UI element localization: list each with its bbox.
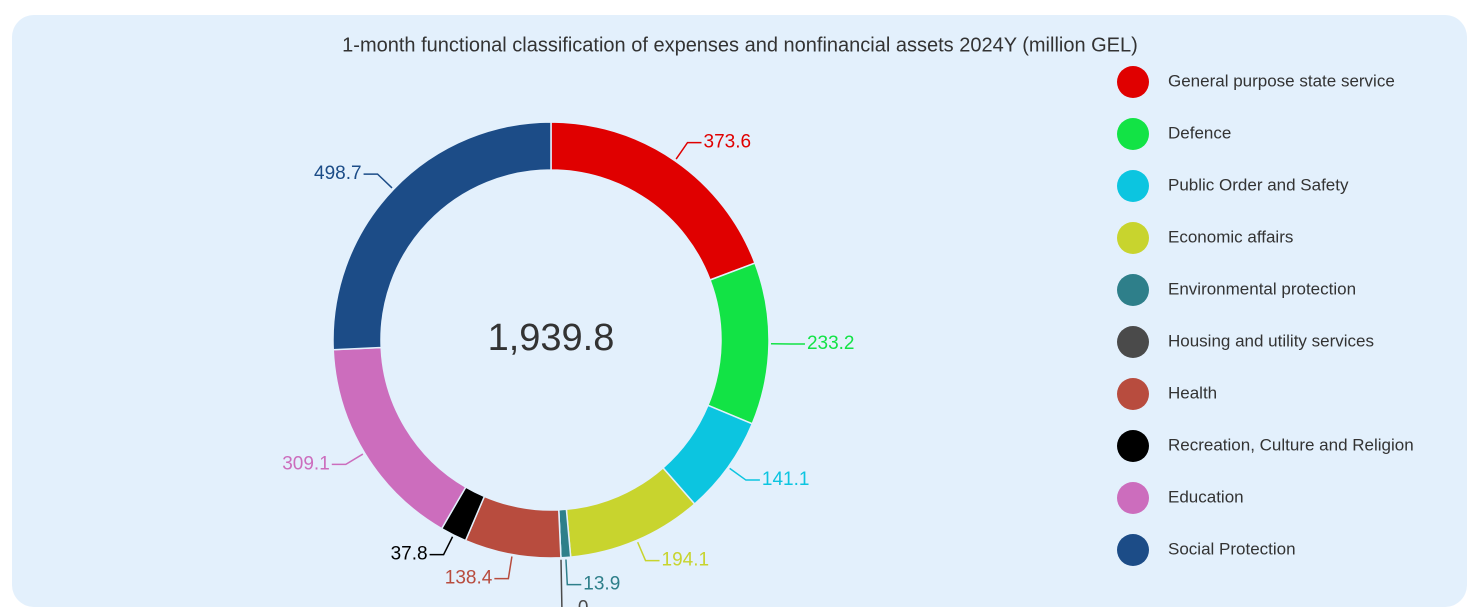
slice (332, 121, 552, 351)
legend-swatch (1117, 274, 1149, 306)
data-label: 0 (578, 598, 589, 607)
legend-swatch (1117, 222, 1149, 254)
data-label: 13.9 (583, 574, 620, 595)
leader-line (729, 467, 760, 481)
legend-label: Social Protection (1168, 539, 1296, 558)
legend-swatch (1117, 378, 1149, 410)
leader-line (429, 536, 454, 556)
legend-swatch (1117, 326, 1149, 358)
data-label: 498.7 (314, 163, 362, 184)
data-label: 138.4 (445, 568, 493, 589)
legend-swatch (1117, 534, 1149, 566)
leader-line (560, 559, 563, 607)
data-label: 37.8 (391, 544, 428, 565)
legend-label: Housing and utility services (1168, 331, 1374, 350)
data-label: 373.6 (704, 132, 752, 153)
data-label: 233.2 (807, 333, 855, 354)
legend-label: General purpose state service (1168, 71, 1395, 90)
data-label: 309.1 (282, 453, 330, 474)
legend-label: Public Order and Safety (1168, 175, 1349, 194)
legend-swatch (1117, 430, 1149, 462)
legend-label: Defence (1168, 123, 1231, 142)
leader-line (675, 141, 702, 160)
legend-label: Environmental protection (1168, 279, 1356, 298)
legend-swatch (1117, 118, 1149, 150)
legend-label: Recreation, Culture and Religion (1168, 435, 1414, 454)
total-label: 1,939.8 (488, 317, 615, 359)
leader-line (565, 559, 582, 586)
legend-label: Education (1168, 487, 1244, 506)
data-label: 194.1 (662, 550, 710, 571)
leader-line (494, 556, 513, 580)
chart-title: 1-month functional classification of exp… (342, 34, 1138, 56)
data-label: 141.1 (762, 469, 810, 490)
leader-line (636, 541, 660, 562)
legend-label: Health (1168, 383, 1217, 402)
legend-label: Economic affairs (1168, 227, 1293, 246)
legend-swatch (1117, 482, 1149, 514)
legend-swatch (1117, 66, 1149, 98)
leader-line (331, 453, 364, 466)
leader-line (363, 173, 393, 189)
legend-swatch (1117, 170, 1149, 202)
